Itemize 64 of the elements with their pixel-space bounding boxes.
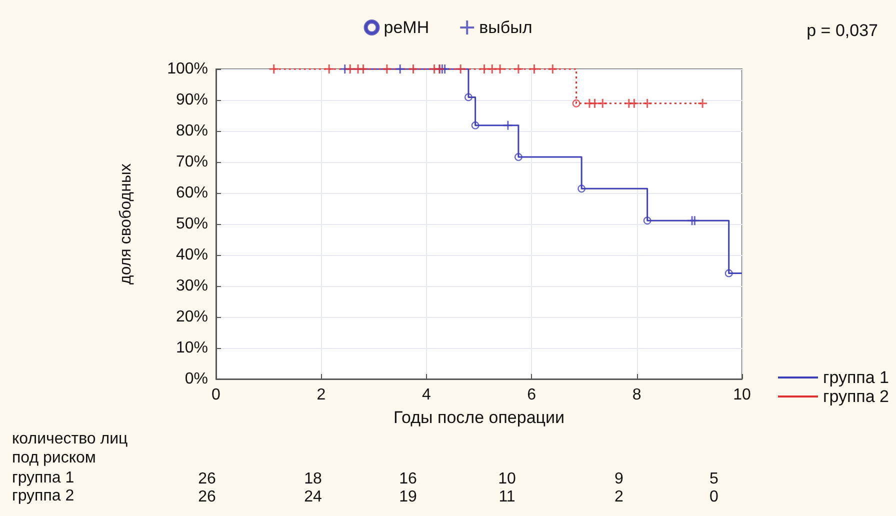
point	[597, 98, 608, 109]
text: 9	[614, 470, 624, 488]
y-tick-label: 60%	[176, 184, 208, 202]
point	[589, 98, 600, 109]
x-tick-label: 2	[316, 386, 326, 404]
point	[642, 98, 653, 109]
point	[494, 64, 506, 74]
point	[268, 64, 280, 74]
point	[408, 64, 418, 74]
point	[547, 64, 558, 74]
text: 26	[198, 470, 216, 488]
point	[528, 64, 540, 74]
point	[628, 98, 640, 109]
text: группа 2	[12, 488, 74, 504]
legend-label: группа 2	[822, 387, 890, 406]
text: 5	[710, 470, 719, 488]
y-axis-title: доля свободных	[118, 164, 134, 284]
point	[697, 98, 708, 109]
text: 0	[710, 488, 719, 506]
point	[578, 184, 586, 193]
text: 10	[498, 470, 516, 488]
text: 16	[399, 470, 417, 488]
text: 2	[614, 488, 624, 506]
legend-label: реМН	[384, 18, 430, 37]
x-tick-label: 8	[632, 386, 642, 404]
text: 26	[198, 488, 216, 506]
y-tick-label: 80%	[176, 122, 208, 140]
legend-label: группа 1	[822, 368, 890, 387]
point	[643, 216, 652, 225]
point	[455, 64, 466, 74]
y-tick-label: 100%	[167, 60, 208, 78]
point	[382, 64, 392, 74]
text: 11	[498, 488, 516, 506]
x-tick-label: 0	[212, 386, 221, 404]
point	[471, 121, 480, 130]
point	[464, 93, 472, 102]
x-tick-label: 10	[733, 386, 751, 404]
x-axis-title: Годы после операции	[393, 408, 565, 427]
point	[486, 64, 498, 74]
text: количество лиц	[12, 430, 128, 448]
y-tick-label: 20%	[176, 308, 208, 326]
y-tick-label: 70%	[176, 154, 208, 170]
x-tick-label: 4	[422, 386, 431, 404]
text: 18	[304, 470, 322, 488]
point	[479, 64, 490, 74]
text: 19	[399, 488, 417, 506]
y-tick-label: 10%	[176, 340, 208, 356]
point	[324, 64, 334, 74]
text: 24	[304, 488, 322, 506]
text: под риском	[12, 450, 96, 466]
point	[724, 269, 733, 278]
y-tick-label: 50%	[176, 216, 208, 232]
point	[513, 64, 524, 74]
text: p = 0,037	[806, 21, 878, 40]
point	[514, 153, 522, 162]
point	[358, 64, 369, 74]
x-tick-label: 6	[527, 386, 536, 404]
y-tick-label: 40%	[176, 246, 208, 264]
text: группа 1	[12, 470, 74, 486]
y-tick-label: 30%	[176, 278, 208, 294]
y-tick-label: 0%	[184, 370, 208, 388]
y-tick-label: 90%	[176, 92, 208, 108]
legend-label: выбыл	[479, 18, 532, 37]
point	[344, 64, 356, 74]
